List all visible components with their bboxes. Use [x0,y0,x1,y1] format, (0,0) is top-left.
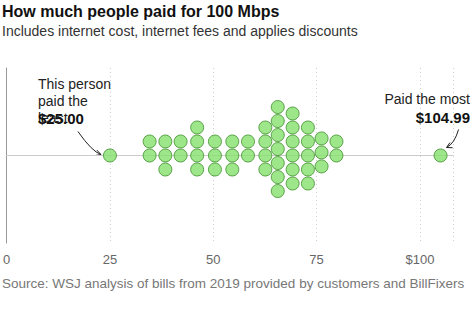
svg-text:25: 25 [103,252,117,267]
svg-text:$104.99: $104.99 [416,109,470,126]
svg-text:Paid the most: Paid the most [384,91,470,107]
svg-text:How much people paid for 100 M: How much people paid for 100 Mbps [2,3,279,20]
svg-text:50: 50 [206,252,220,267]
svg-text:This person: This person [38,76,115,92]
svg-text:75: 75 [309,252,323,267]
svg-text:Includes internet cost, intern: Includes internet cost, internet fees an… [2,23,358,39]
svg-text:paid the: paid the [38,93,92,109]
svg-text:0: 0 [3,252,10,267]
svg-text:$25.00: $25.00 [38,110,84,127]
svg-text:Source: WSJ analysis of bills: Source: WSJ analysis of bills from 2019 … [2,276,464,291]
svg-text:$100: $100 [405,252,434,267]
